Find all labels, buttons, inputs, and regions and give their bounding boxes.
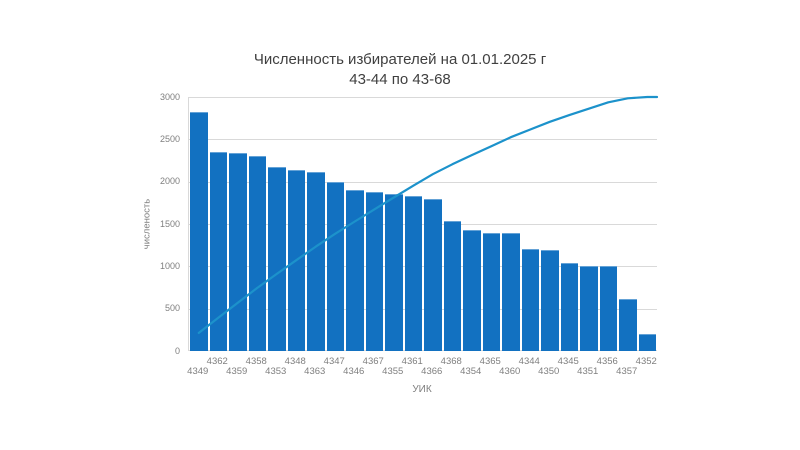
chart-subtitle: 43-44 по 43-68 (349, 71, 451, 88)
bar-4349 (190, 112, 208, 351)
bar-4352 (638, 334, 656, 351)
gridline-1500 (189, 224, 657, 225)
y-tick-label-1000: 1000 (159, 260, 180, 271)
gridline-1000 (189, 266, 657, 267)
chart-title: Численность избирателей на 01.01.2025 г (253, 51, 547, 68)
gridline-0 (189, 350, 657, 351)
x-tick-label-4366: 4366 (421, 366, 443, 377)
x-tick-label-4362: 4362 (206, 356, 228, 367)
bar-4347 (326, 181, 344, 351)
y-tick-label-0: 0 (174, 345, 180, 356)
x-axis-title: УИК (412, 384, 432, 395)
x-tick-label-4363: 4363 (304, 366, 326, 377)
x-tick-label-4348: 4348 (284, 356, 306, 367)
x-tick-label-4367: 4367 (362, 356, 384, 367)
gridline-2500 (189, 139, 657, 140)
bar-4355 (385, 193, 403, 351)
bar-4350 (541, 250, 559, 351)
y-tick-label-2000: 2000 (159, 176, 180, 187)
bar-4360 (502, 233, 520, 351)
gridline-3000 (189, 97, 657, 98)
x-tick-label-4360: 4360 (499, 366, 521, 377)
bar-4367 (365, 191, 383, 351)
bar-4368 (443, 221, 461, 351)
bar-4345 (560, 262, 578, 351)
bar-4346 (346, 189, 364, 351)
y-tick-label-500: 500 (164, 303, 180, 314)
y-tick-label-2500: 2500 (159, 133, 180, 144)
x-tick-label-4353: 4353 (265, 366, 287, 377)
bar-4356 (599, 266, 617, 351)
bar-4362 (209, 152, 227, 351)
x-tick-label-4347: 4347 (323, 356, 345, 367)
gridline-500 (189, 309, 657, 310)
x-tick-label-4361: 4361 (401, 356, 423, 367)
bar-4357 (619, 298, 637, 351)
x-tick-label-4368: 4368 (440, 356, 462, 367)
bar-4358 (248, 156, 266, 351)
x-tick-label-4352: 4352 (635, 356, 657, 367)
x-tick-label-4346: 4346 (343, 366, 365, 377)
bar-4351 (580, 266, 598, 351)
cumulative-line (197, 95, 659, 334)
bar-4354 (463, 229, 481, 351)
bar-4365 (482, 233, 500, 351)
x-tick-label-4349: 4349 (187, 366, 209, 377)
bar-4344 (521, 248, 539, 351)
x-tick-label-4356: 4356 (596, 356, 618, 367)
plot-area (188, 95, 659, 351)
bar-4359 (229, 152, 247, 351)
x-tick-label-4345: 4345 (557, 356, 579, 367)
bar-4353 (268, 167, 286, 351)
x-tick-label-4358: 4358 (245, 356, 267, 367)
bar-4363 (307, 172, 325, 351)
x-tick-label-4357: 4357 (616, 366, 638, 377)
gridline-2000 (189, 182, 657, 183)
cumulative-line-path (197, 95, 659, 334)
x-tick-label-4354: 4354 (460, 366, 482, 377)
x-tick-label-4355: 4355 (382, 366, 404, 377)
x-tick-label-4365: 4365 (479, 356, 501, 367)
bar-4366 (424, 199, 442, 351)
bar-4361 (404, 195, 422, 351)
x-tick-label-4350: 4350 (538, 366, 560, 377)
y-tick-label-3000: 3000 (159, 91, 180, 102)
y-tick-label-1500: 1500 (159, 218, 180, 229)
x-tick-label-4351: 4351 (577, 366, 599, 377)
x-tick-label-4359: 4359 (226, 366, 248, 377)
x-tick-label-4344: 4344 (518, 356, 540, 367)
